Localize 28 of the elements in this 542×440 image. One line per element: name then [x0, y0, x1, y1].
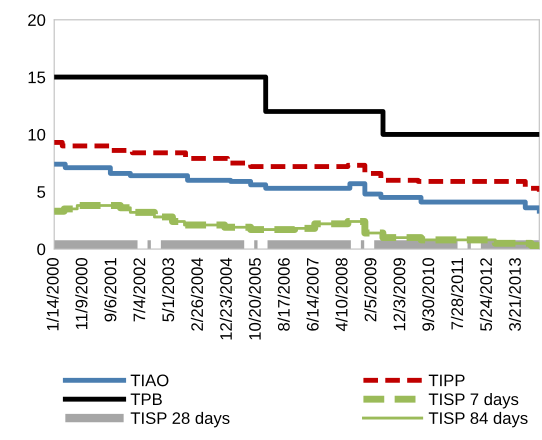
- x-tick-label: 5/1/2003: [162, 258, 174, 322]
- x-tick-label: 3/21/2013: [508, 258, 521, 331]
- legend-label: TISP 28 days: [130, 412, 230, 428]
- x-tick-label: 12/23/2004: [220, 258, 232, 340]
- legend-label: TISP 84 days: [428, 412, 528, 428]
- x-tick-label: 9/6/2001: [104, 258, 116, 322]
- x-tick-label: 6/14/2007: [306, 258, 319, 331]
- y-tick-label: 5: [37, 186, 46, 198]
- x-tick-label: 1/14/2000: [46, 258, 59, 330]
- x-tick-label: 7/28/2011: [450, 258, 464, 330]
- y-tick-label: 0: [37, 243, 46, 256]
- x-tick-label: 2/5/2009: [364, 258, 376, 322]
- x-tick-label: 2/26/2004: [190, 258, 204, 331]
- x-tick-label: 7/4/2002: [133, 258, 146, 322]
- x-tick-label: 4/10/2008: [335, 258, 348, 332]
- x-tick-label: 12/3/2009: [393, 258, 406, 330]
- y-tick-label: 10: [28, 128, 46, 141]
- x-tick-label: 9/30/2010: [422, 258, 434, 331]
- legend-label: TIPP: [428, 374, 465, 386]
- x-tick-label: 8/17/2006: [278, 258, 290, 331]
- legend-label: TPB: [130, 394, 162, 406]
- legend-label: TISP 7 days: [428, 392, 518, 408]
- x-tick-label: 10/20/2005: [248, 258, 261, 340]
- x-tick-label: 11/9/2000: [75, 258, 88, 330]
- y-tick-label: 20: [28, 14, 46, 26]
- y-tick-label: 15: [28, 72, 46, 84]
- x-tick-label: 5/24/2012: [480, 258, 492, 331]
- legend-label: TIAO: [130, 374, 168, 386]
